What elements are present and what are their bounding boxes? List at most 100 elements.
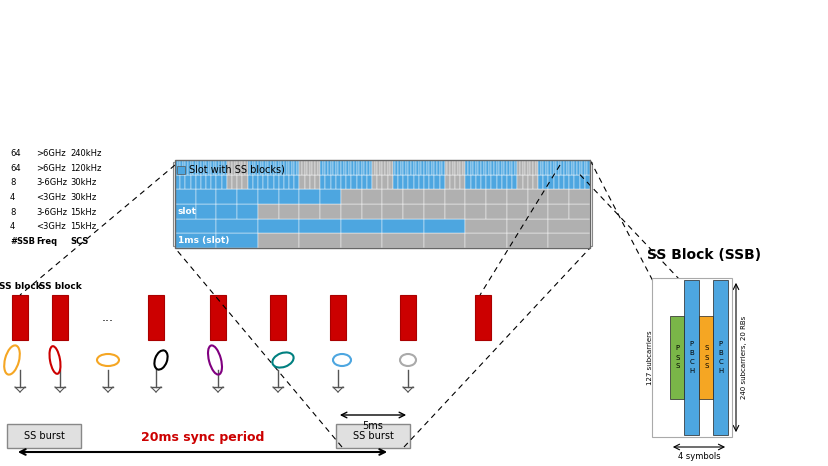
Bar: [402, 189, 423, 204]
Bar: [587, 160, 590, 175]
Bar: [546, 160, 548, 175]
Bar: [584, 160, 587, 175]
Bar: [320, 204, 340, 219]
Text: #SSB: #SSB: [10, 237, 35, 246]
Text: B: B: [718, 350, 722, 356]
Bar: [325, 175, 330, 189]
Bar: [200, 160, 204, 175]
Bar: [457, 160, 460, 175]
Bar: [382, 233, 423, 248]
Bar: [361, 175, 367, 189]
Bar: [402, 160, 406, 175]
Bar: [361, 204, 382, 219]
Bar: [320, 175, 325, 189]
Bar: [480, 160, 483, 175]
Bar: [296, 160, 299, 175]
Bar: [180, 175, 185, 189]
Bar: [507, 189, 527, 204]
Text: 3-6GHz: 3-6GHz: [36, 178, 67, 187]
Bar: [206, 175, 211, 189]
Bar: [335, 175, 340, 189]
Bar: [465, 204, 486, 219]
Bar: [320, 160, 322, 175]
Bar: [496, 160, 498, 175]
Text: Slot with SS blocks): Slot with SS blocks): [189, 165, 285, 175]
Bar: [669, 316, 684, 398]
Bar: [363, 160, 367, 175]
Bar: [465, 160, 468, 175]
Bar: [335, 160, 338, 175]
Bar: [310, 175, 315, 189]
Bar: [328, 160, 330, 175]
Bar: [372, 175, 377, 189]
Text: 120kHz: 120kHz: [70, 164, 101, 172]
Text: 4: 4: [10, 193, 15, 202]
Text: >6GHz: >6GHz: [36, 164, 65, 172]
Bar: [382, 219, 423, 233]
Text: 8: 8: [10, 207, 16, 217]
Bar: [491, 160, 493, 175]
Bar: [294, 160, 296, 175]
Bar: [388, 160, 390, 175]
Bar: [385, 160, 388, 175]
Bar: [444, 160, 447, 175]
Bar: [569, 175, 574, 189]
Bar: [382, 160, 385, 175]
Bar: [330, 175, 335, 189]
Text: B: B: [689, 350, 693, 356]
Bar: [524, 160, 527, 175]
Bar: [408, 175, 413, 189]
Bar: [229, 160, 232, 175]
Text: 240kHz: 240kHz: [70, 149, 101, 158]
Bar: [310, 160, 312, 175]
Bar: [413, 175, 418, 189]
Bar: [574, 175, 579, 189]
Bar: [289, 160, 291, 175]
Bar: [317, 160, 320, 175]
Bar: [416, 160, 418, 175]
Bar: [214, 160, 216, 175]
Bar: [175, 219, 216, 233]
Bar: [501, 160, 503, 175]
Text: P: P: [674, 345, 678, 351]
Bar: [423, 204, 444, 219]
Bar: [542, 160, 546, 175]
Bar: [581, 160, 584, 175]
Bar: [507, 219, 548, 233]
Bar: [535, 160, 537, 175]
Bar: [558, 175, 563, 189]
Bar: [216, 175, 221, 189]
Text: SS burst: SS burst: [352, 431, 393, 441]
Bar: [325, 160, 328, 175]
Bar: [299, 160, 301, 175]
Bar: [305, 160, 307, 175]
Text: <3GHz: <3GHz: [36, 193, 65, 202]
Bar: [190, 160, 193, 175]
Bar: [527, 175, 532, 189]
Bar: [475, 160, 478, 175]
Bar: [346, 175, 351, 189]
Bar: [340, 175, 346, 189]
Text: 15kHz: 15kHz: [70, 207, 96, 217]
Bar: [468, 160, 470, 175]
Bar: [418, 175, 423, 189]
Bar: [501, 175, 507, 189]
Bar: [216, 219, 258, 233]
Bar: [262, 160, 266, 175]
Bar: [540, 160, 542, 175]
Bar: [569, 160, 571, 175]
Bar: [470, 160, 473, 175]
Bar: [489, 160, 491, 175]
Bar: [273, 175, 278, 189]
Bar: [382, 204, 402, 219]
Bar: [548, 219, 590, 233]
Bar: [423, 219, 465, 233]
Bar: [276, 160, 278, 175]
Bar: [245, 160, 248, 175]
Bar: [232, 160, 234, 175]
Bar: [574, 160, 576, 175]
Bar: [542, 175, 548, 189]
Bar: [211, 175, 216, 189]
Bar: [522, 160, 524, 175]
Bar: [548, 204, 569, 219]
